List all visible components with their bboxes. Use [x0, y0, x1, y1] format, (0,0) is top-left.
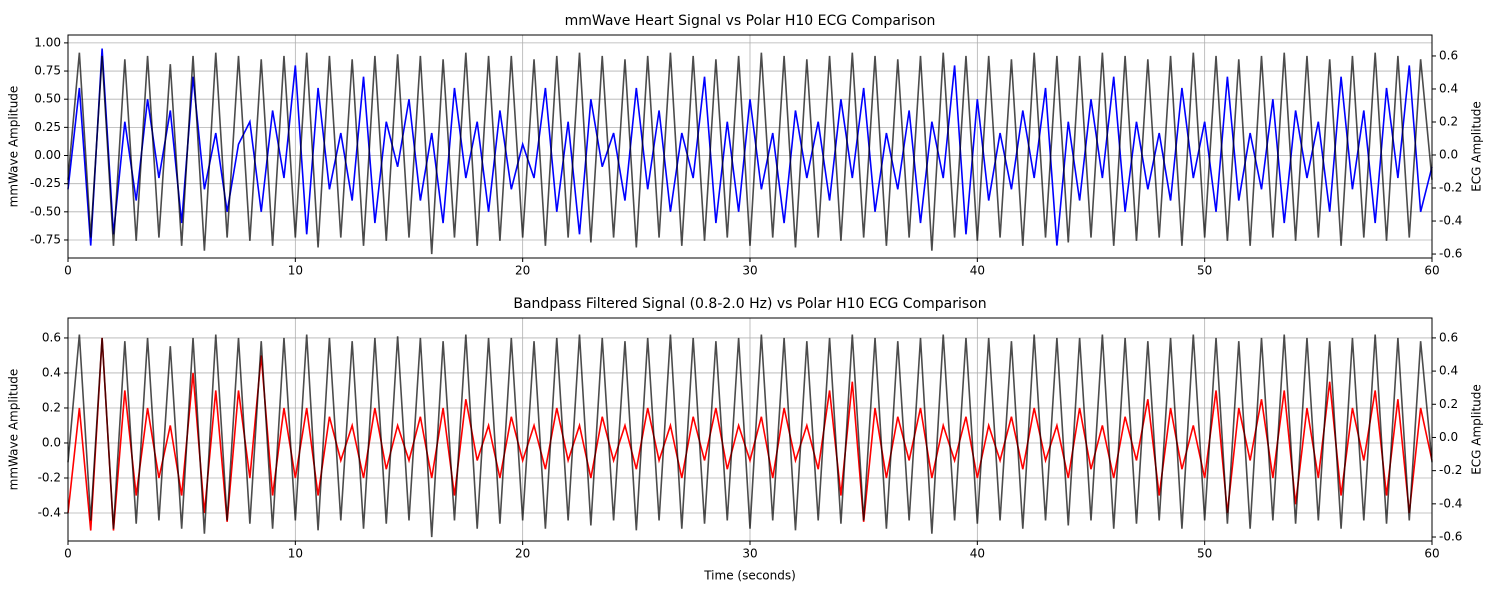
x-tick-label: 0 [64, 264, 72, 278]
y-tick-label: 0.0 [42, 435, 61, 449]
y-axis-label: mmWave Amplitude [7, 86, 21, 208]
y-tick-label: 0.4 [42, 365, 61, 379]
y2-tick-label: 0.0 [1439, 430, 1458, 444]
y2-tick-label: -0.2 [1439, 463, 1462, 477]
y2-tick-label: 0.4 [1439, 364, 1458, 378]
y2-tick-label: 0.4 [1439, 81, 1458, 95]
y-axis-label: mmWave Amplitude [7, 369, 21, 491]
chart-title: Bandpass Filtered Signal (0.8-2.0 Hz) vs… [513, 296, 986, 312]
y2-tick-label: 0.2 [1439, 397, 1458, 411]
y2-tick-label: -0.2 [1439, 181, 1462, 195]
y2-axis-label: ECG Amplitude [1470, 384, 1484, 475]
y2-tick-label: 0.2 [1439, 114, 1458, 128]
x-tick-label: 50 [1197, 264, 1212, 278]
y2-tick-label: -0.4 [1439, 496, 1462, 510]
y2-tick-label: 0.0 [1439, 148, 1458, 162]
y-tick-label: -0.4 [38, 505, 61, 519]
x-tick-label: 30 [742, 547, 757, 561]
y2-tick-label: -0.4 [1439, 214, 1462, 228]
y2-tick-label: 0.6 [1439, 330, 1458, 344]
x-tick-label: 10 [288, 264, 303, 278]
x-tick-label: 60 [1424, 264, 1439, 278]
x-tick-label: 40 [970, 547, 985, 561]
y-tick-label: 0.50 [34, 92, 61, 106]
x-tick-label: 40 [970, 264, 985, 278]
x-tick-label: 0 [64, 547, 72, 561]
signal-line [67, 48, 1433, 246]
y-tick-label: 0.2 [42, 400, 61, 414]
y-tick-label: 0.00 [34, 148, 61, 162]
y-tick-label: -0.2 [38, 470, 61, 484]
y-tick-label: -0.25 [30, 176, 61, 190]
y-tick-label: 0.75 [34, 64, 61, 78]
y-tick-label: 0.25 [34, 120, 61, 134]
x-axis-label: Time (seconds) [703, 569, 796, 583]
y2-axis-label: ECG Amplitude [1470, 101, 1484, 192]
y-tick-label: -0.75 [30, 232, 61, 246]
x-tick-label: 20 [515, 264, 530, 278]
chart-title: mmWave Heart Signal vs Polar H10 ECG Com… [565, 13, 936, 29]
y2-tick-label: 0.6 [1439, 48, 1458, 62]
signal-line [67, 334, 1433, 538]
y2-tick-label: -0.6 [1439, 247, 1462, 261]
y-tick-label: 1.00 [34, 35, 61, 49]
y-tick-label: -0.50 [30, 204, 61, 218]
x-tick-label: 30 [742, 264, 757, 278]
signal-line [67, 52, 1433, 255]
signal-line [67, 337, 1433, 531]
y2-tick-label: -0.6 [1439, 530, 1462, 544]
x-tick-label: 10 [288, 547, 303, 561]
x-tick-label: 60 [1424, 547, 1439, 561]
y-tick-label: 0.6 [42, 330, 61, 344]
x-tick-label: 20 [515, 547, 530, 561]
x-tick-label: 50 [1197, 547, 1212, 561]
